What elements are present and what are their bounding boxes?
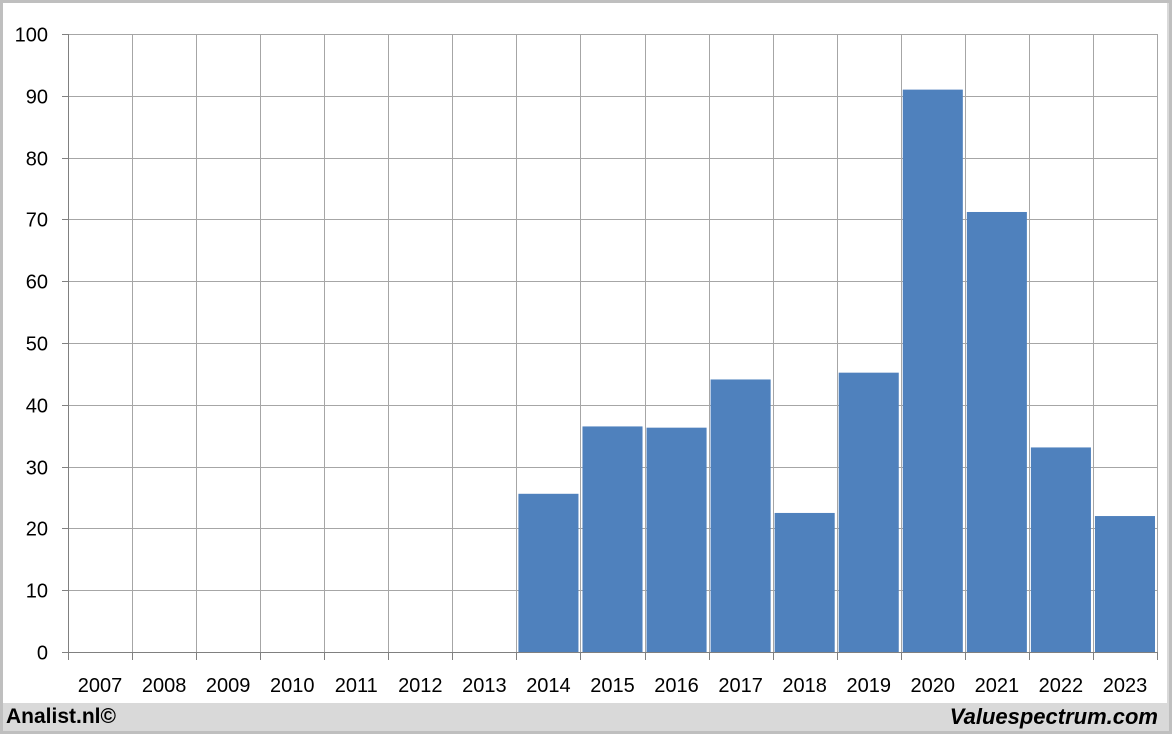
bar-2020 [902, 89, 963, 653]
x-tick-label: 2021 [975, 675, 1020, 697]
bar-2019 [838, 372, 899, 652]
x-tick-label: 2008 [142, 675, 187, 697]
axis-layer [62, 34, 1158, 660]
y-tick-label: 30 [26, 458, 48, 480]
y-tick-label: 10 [26, 581, 48, 603]
x-tick-label: 2020 [911, 675, 956, 697]
y-tick-label: 0 [37, 643, 48, 665]
y-tick-label: 40 [26, 396, 48, 418]
x-tick-label: 2016 [654, 675, 699, 697]
x-tick-label: 2010 [270, 675, 315, 697]
x-tick-label: 2015 [590, 675, 635, 697]
x-tick-label: 2012 [398, 675, 443, 697]
bar-2018 [774, 512, 835, 652]
bar-2015 [582, 426, 643, 652]
label-layer: 0 10 20 30 40 50 60 70 80 90 100 2007 2008 2009 2010 20… [15, 25, 1148, 698]
x-tick-label: 2023 [1103, 675, 1148, 697]
x-tick-label: 2022 [1039, 675, 1084, 697]
bar-2017 [710, 379, 771, 652]
bar-layer [518, 89, 1155, 653]
y-tick-label: 70 [26, 210, 48, 232]
bar-2016 [646, 427, 707, 652]
bar-2021 [966, 211, 1027, 652]
bar-2022 [1030, 447, 1091, 652]
bar-2023 [1094, 516, 1155, 652]
x-tick-label: 2018 [782, 675, 827, 697]
bar-chart: 0 10 20 30 40 50 60 70 80 90 100 2007 2008 2009 2010 20… [15, 25, 1158, 698]
x-tick-label: 2019 [846, 675, 891, 697]
x-tick-label: 2011 [335, 675, 378, 697]
chart-panel: 0 10 20 30 40 50 60 70 80 90 100 2007 2008 2009 2010 20… [3, 3, 1167, 703]
bar-2014 [518, 493, 579, 652]
x-tick-label: 2007 [78, 675, 123, 697]
y-tick-label: 50 [26, 334, 48, 356]
y-tick-label: 90 [26, 87, 48, 109]
watermark-credit: Valuespectrum.com [949, 704, 1158, 729]
y-tick-label: 80 [26, 149, 48, 171]
y-tick-label: 100 [15, 25, 48, 47]
source-credit: Analist.nl© [6, 705, 116, 728]
y-tick-label: 20 [26, 519, 48, 541]
x-tick-label: 2017 [718, 675, 763, 697]
y-tick-label: 60 [26, 272, 48, 294]
x-tick-label: 2013 [462, 675, 507, 697]
x-tick-label: 2009 [206, 675, 251, 697]
x-tick-label: 2014 [526, 675, 571, 697]
